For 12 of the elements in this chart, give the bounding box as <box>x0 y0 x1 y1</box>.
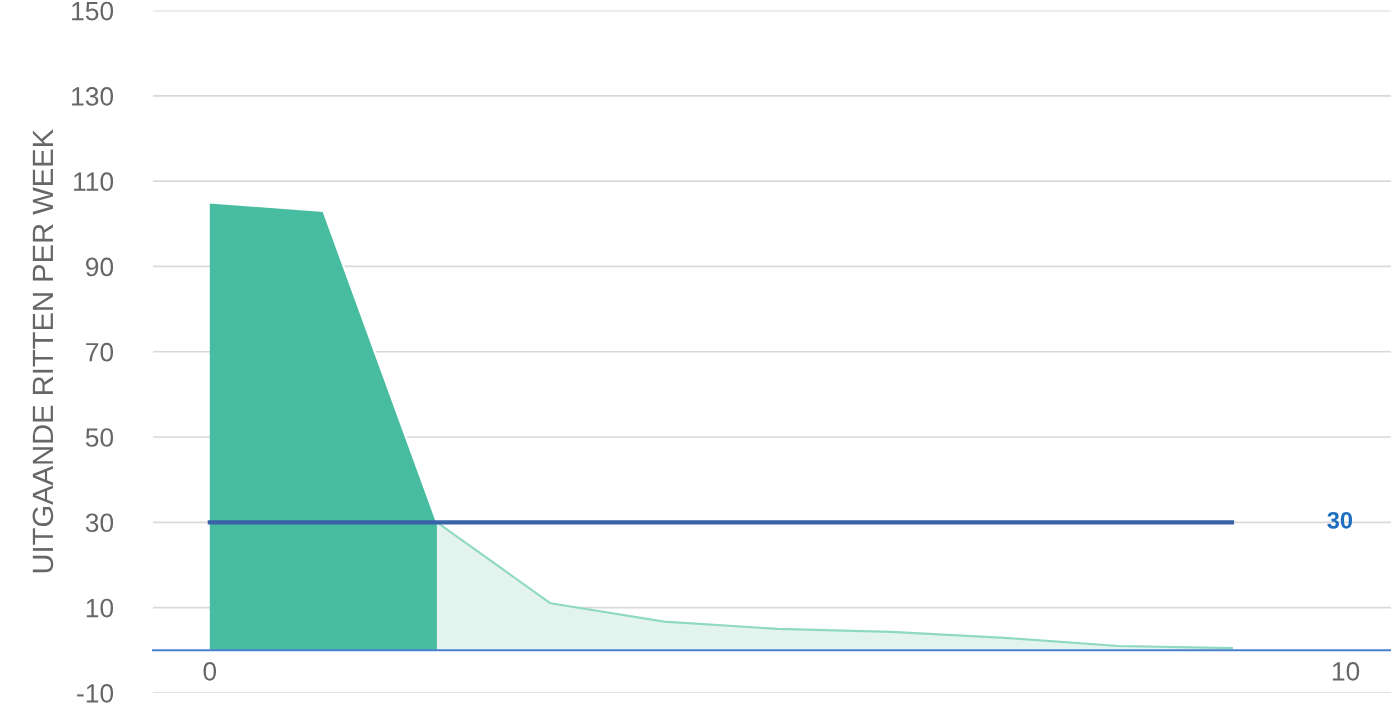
y-tick-label: 10 <box>86 598 114 618</box>
y-tick-label: 30 <box>85 513 114 533</box>
y-tick-label: 150 <box>72 1 114 21</box>
y-tick-label: 130 <box>72 87 114 106</box>
y-axis-title: UITGAANDE RITTEN PER WEEK <box>32 129 54 573</box>
ref-line-label: 30 <box>1327 511 1353 529</box>
y-tick-label: 50 <box>85 428 114 447</box>
y-tick-label: 70 <box>86 342 114 362</box>
y-tick-label: 110 <box>74 172 114 191</box>
y-tick-label: 90 <box>86 257 114 277</box>
y-tick-label: -10 <box>77 683 114 703</box>
x-tick-label: 0 <box>203 662 217 681</box>
